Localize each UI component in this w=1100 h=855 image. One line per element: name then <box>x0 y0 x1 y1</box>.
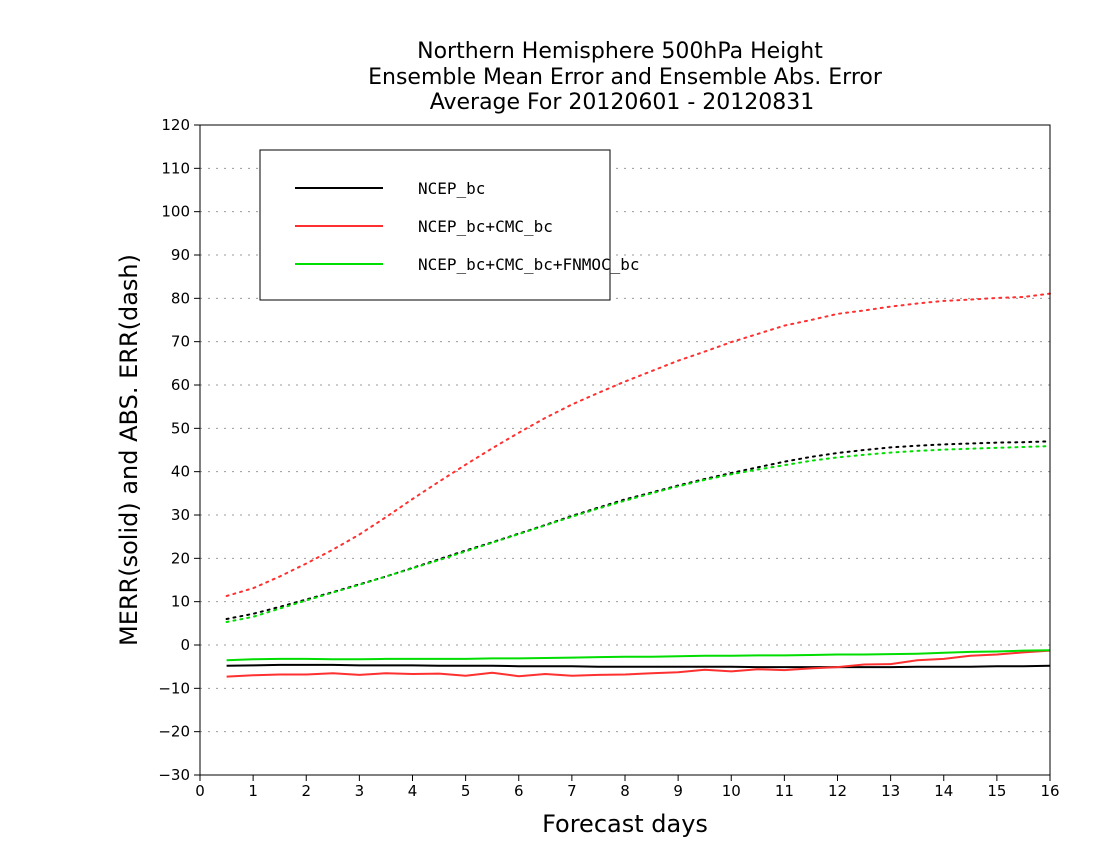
chart-title: Northern Hemisphere 500hPa Height Ensemb… <box>368 39 883 115</box>
x-tick-label: 10 <box>722 782 741 800</box>
y-tick-label: −10 <box>158 679 190 697</box>
y-tick-label: 90 <box>171 246 190 264</box>
x-tick-label: 0 <box>195 782 205 800</box>
y-tick-label: 50 <box>171 419 190 437</box>
y-tick-label: 40 <box>171 463 190 481</box>
x-tick-label: 12 <box>828 782 847 800</box>
x-tick-label: 5 <box>461 782 471 800</box>
y-tick-label: 30 <box>171 506 190 524</box>
x-tick-label: 15 <box>987 782 1006 800</box>
series-merr-ncep-bc-cmc-bc <box>226 649 1051 678</box>
data-series <box>225 292 1051 678</box>
y-tick-label: 60 <box>171 376 190 394</box>
y-tick-label: 0 <box>180 636 190 654</box>
x-tick-label: 13 <box>881 782 900 800</box>
y-tick-label: 70 <box>171 333 190 351</box>
x-tick-label: 11 <box>775 782 794 800</box>
title-line-1: Northern Hemisphere 500hPa Height <box>417 39 823 64</box>
series-abs-err-ncep-bc-cmc-bc <box>225 292 1051 597</box>
x-tick-label: 4 <box>408 782 418 800</box>
x-tick-label: 9 <box>673 782 683 800</box>
y-tick-label: 110 <box>161 159 190 177</box>
y-tick-label: 120 <box>161 116 190 134</box>
legend-label: NCEP_bc+CMC_bc <box>418 217 553 236</box>
y-tick-label: −20 <box>158 723 190 741</box>
gridlines <box>200 167 1050 733</box>
series-merr-ncep-bc <box>226 663 1051 669</box>
series-merr-ncep-bc-cmc-bc-fnmoc-bc <box>226 649 1051 662</box>
y-axis-title: MERR(solid) and ABS. ERR(dash) <box>115 254 143 646</box>
y-tick-label: 20 <box>171 549 190 567</box>
title-line-2: Ensemble Mean Error and Ensemble Abs. Er… <box>368 65 883 90</box>
x-tick-label: 14 <box>934 782 953 800</box>
y-tick-label: 80 <box>171 289 190 307</box>
legend-label: NCEP_bc <box>418 179 485 198</box>
x-tick-label: 6 <box>514 782 524 800</box>
x-tick-label: 3 <box>355 782 365 800</box>
legend: NCEP_bc NCEP_bc+CMC_bc NCEP_bc+CMC_bc+FNMO… <box>259 149 640 301</box>
x-tick-label: 7 <box>567 782 577 800</box>
y-tick-label: 10 <box>171 593 190 611</box>
x-tick-label: 16 <box>1040 782 1059 800</box>
series-abs-err-ncep-bc-cmc-bc-fnmoc-bc <box>225 445 1051 623</box>
y-tick-label: 100 <box>161 203 190 221</box>
y-axis-ticks: −30 −20 −10 0 10 20 30 40 50 60 70 80 90 100 110 120 <box>158 116 200 784</box>
title-line-3: Average For 20120601 - 20120831 <box>430 90 815 115</box>
series-abs-err-ncep-bc <box>225 440 1051 620</box>
x-axis-ticks: 0 1 2 3 4 5 6 7 8 9 10 11 12 13 14 15 16 <box>195 775 1060 800</box>
legend-label: NCEP_bc+CMC_bc+FNMOC_bc <box>418 255 640 274</box>
x-tick-label: 1 <box>248 782 258 800</box>
y-tick-label: −30 <box>158 766 190 784</box>
x-axis-title: Forecast days <box>542 810 708 838</box>
x-tick-label: 2 <box>301 782 311 800</box>
x-tick-label: 8 <box>620 782 630 800</box>
